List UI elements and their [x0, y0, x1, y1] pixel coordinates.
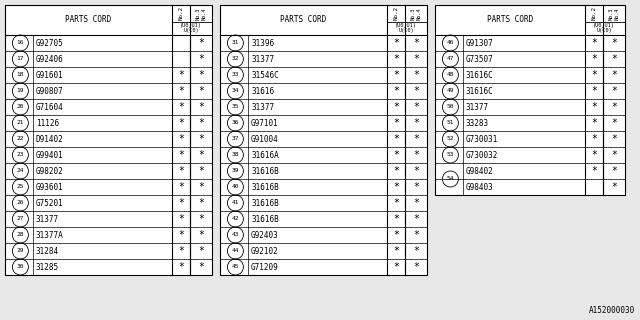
- Text: No.2: No.2: [394, 6, 399, 20]
- Text: 44: 44: [232, 249, 239, 253]
- Text: 31546C: 31546C: [251, 70, 279, 79]
- Text: 51: 51: [447, 121, 454, 125]
- Text: *: *: [178, 230, 184, 240]
- Text: *: *: [611, 166, 617, 176]
- Text: *: *: [178, 214, 184, 224]
- Text: 17: 17: [17, 57, 24, 61]
- Text: *: *: [393, 134, 399, 144]
- Text: *: *: [413, 214, 419, 224]
- Text: 26: 26: [17, 201, 24, 205]
- Text: 16: 16: [17, 41, 24, 45]
- Text: *: *: [591, 118, 597, 128]
- Text: 53: 53: [447, 153, 454, 157]
- Text: No.3
No.4: No.3 No.4: [196, 7, 206, 20]
- Text: *: *: [178, 86, 184, 96]
- Text: 31616C: 31616C: [466, 70, 493, 79]
- Text: PARTS CORD: PARTS CORD: [65, 15, 111, 25]
- Text: *: *: [198, 166, 204, 176]
- Text: *: *: [393, 102, 399, 112]
- Text: *: *: [413, 262, 419, 272]
- Text: G73507: G73507: [466, 54, 493, 63]
- Text: *: *: [198, 198, 204, 208]
- Text: 31616A: 31616A: [251, 150, 279, 159]
- Text: *: *: [591, 86, 597, 96]
- Text: 31377: 31377: [251, 54, 274, 63]
- Text: *: *: [393, 198, 399, 208]
- Text: *: *: [198, 38, 204, 48]
- Text: *: *: [393, 70, 399, 80]
- Text: *: *: [178, 134, 184, 144]
- Text: 31616B: 31616B: [251, 166, 279, 175]
- Text: *: *: [178, 150, 184, 160]
- Text: *: *: [413, 166, 419, 176]
- Bar: [435, 5, 625, 195]
- Text: 34: 34: [232, 89, 239, 93]
- Text: 50: 50: [447, 105, 454, 109]
- Text: *: *: [413, 70, 419, 80]
- Text: (U0,U1)
U(C0): (U0,U1) U(C0): [593, 23, 615, 34]
- Text: 31377A: 31377A: [36, 230, 64, 239]
- Text: No.2: No.2: [591, 6, 596, 20]
- Text: 52: 52: [447, 137, 454, 141]
- Text: 31285: 31285: [36, 262, 59, 271]
- Text: G91004: G91004: [251, 134, 279, 143]
- Text: *: *: [178, 166, 184, 176]
- Text: *: *: [393, 38, 399, 48]
- Text: 39: 39: [232, 169, 239, 173]
- Text: *: *: [611, 134, 617, 144]
- Text: 29: 29: [17, 249, 24, 253]
- Text: *: *: [591, 166, 597, 176]
- Text: 33283: 33283: [466, 118, 489, 127]
- Text: *: *: [198, 102, 204, 112]
- Text: *: *: [178, 262, 184, 272]
- Text: *: *: [393, 54, 399, 64]
- Text: 54: 54: [447, 177, 454, 181]
- Text: 20: 20: [17, 105, 24, 109]
- Text: 22: 22: [17, 137, 24, 141]
- Text: *: *: [611, 70, 617, 80]
- Text: *: *: [178, 102, 184, 112]
- Text: G99401: G99401: [36, 150, 64, 159]
- Text: 19: 19: [17, 89, 24, 93]
- Text: 32: 32: [232, 57, 239, 61]
- Text: *: *: [611, 102, 617, 112]
- Text: G97101: G97101: [251, 118, 279, 127]
- Text: *: *: [393, 262, 399, 272]
- Text: *: *: [591, 38, 597, 48]
- Text: *: *: [198, 182, 204, 192]
- Text: *: *: [611, 182, 617, 192]
- Text: G90807: G90807: [36, 86, 64, 95]
- Text: *: *: [591, 150, 597, 160]
- Text: 37: 37: [232, 137, 239, 141]
- Text: *: *: [198, 134, 204, 144]
- Text: G71209: G71209: [251, 262, 279, 271]
- Text: 48: 48: [447, 73, 454, 77]
- Text: 23: 23: [17, 153, 24, 157]
- Text: G92102: G92102: [251, 246, 279, 255]
- Text: *: *: [413, 54, 419, 64]
- Text: 42: 42: [232, 217, 239, 221]
- Text: 46: 46: [447, 41, 454, 45]
- Text: *: *: [591, 54, 597, 64]
- Text: G98202: G98202: [36, 166, 64, 175]
- Text: 31616: 31616: [251, 86, 274, 95]
- Text: *: *: [591, 70, 597, 80]
- Text: *: *: [178, 182, 184, 192]
- Text: *: *: [198, 54, 204, 64]
- Text: PARTS CORD: PARTS CORD: [280, 15, 326, 25]
- Text: *: *: [591, 102, 597, 112]
- Text: 31377: 31377: [36, 214, 59, 223]
- Text: 49: 49: [447, 89, 454, 93]
- Text: *: *: [393, 166, 399, 176]
- Text: 30: 30: [17, 265, 24, 269]
- Text: 18: 18: [17, 73, 24, 77]
- Text: *: *: [413, 182, 419, 192]
- Text: *: *: [413, 118, 419, 128]
- Text: *: *: [591, 134, 597, 144]
- Text: *: *: [393, 214, 399, 224]
- Text: *: *: [611, 118, 617, 128]
- Text: 31284: 31284: [36, 246, 59, 255]
- Text: *: *: [198, 230, 204, 240]
- Text: *: *: [198, 262, 204, 272]
- Text: 21: 21: [17, 121, 24, 125]
